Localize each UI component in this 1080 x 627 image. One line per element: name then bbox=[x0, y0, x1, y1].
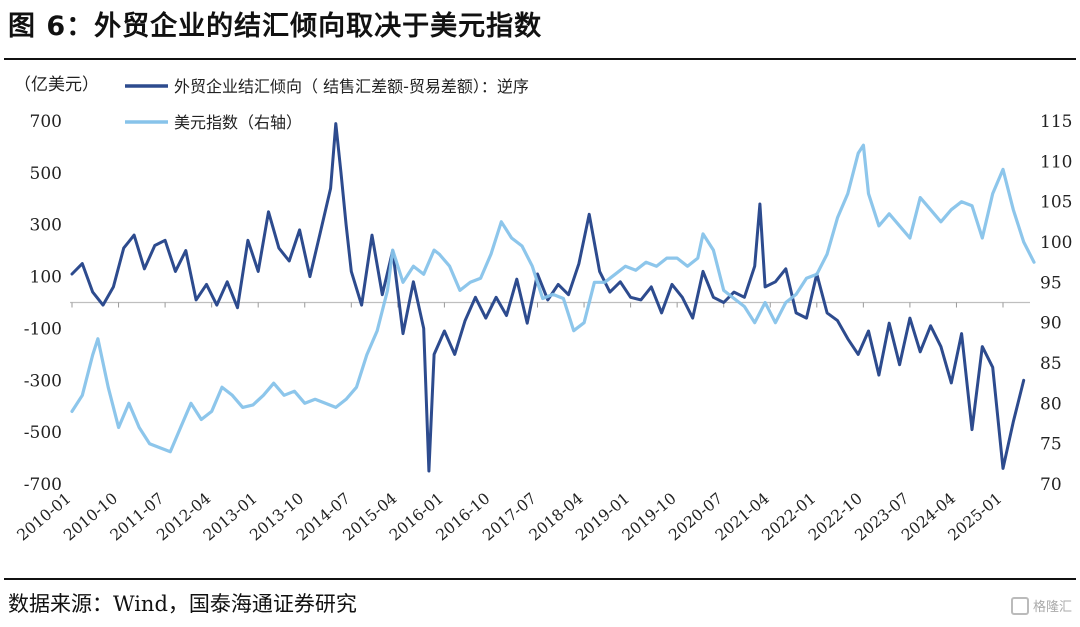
series-line-fx-settlement bbox=[70, 122, 1026, 473]
y-left-tick-label: -300 bbox=[24, 371, 62, 391]
y-right-tick-label: 95 bbox=[1040, 273, 1062, 293]
y-left-tick-label: 100 bbox=[30, 268, 62, 288]
y-left-tick-label: -500 bbox=[24, 423, 62, 443]
y-right-tick-label: 75 bbox=[1040, 435, 1062, 455]
y-left-unit-label: （亿美元） bbox=[14, 75, 99, 95]
y-right-tick-label: 105 bbox=[1040, 193, 1072, 213]
source-note: 数据来源：Wind，国泰海通证券研究 bbox=[8, 592, 357, 616]
legend-label: 美元指数（右轴） bbox=[174, 113, 302, 132]
bottom-rule bbox=[4, 578, 1076, 580]
watermark: 格隆汇 bbox=[1010, 596, 1072, 615]
chart: 700 500 300 100 -100 -300 -500 -700 （亿美元） 115 110 1… bbox=[14, 75, 1073, 544]
watermark-logo-icon bbox=[1010, 596, 1029, 615]
y-left-tick-label: -700 bbox=[24, 475, 62, 495]
y-right-tick-label: 80 bbox=[1040, 394, 1062, 414]
y-left-tick-label: 300 bbox=[30, 216, 62, 236]
figure-title: 图 6：外贸企业的结汇倾向取决于美元指数 bbox=[8, 11, 543, 42]
watermark-text: 格隆汇 bbox=[1032, 600, 1072, 615]
legend-label: 外贸企业结汇倾向（ 结售汇差额-贸易差额）：逆序 bbox=[174, 77, 529, 96]
y-right-tick-label: 110 bbox=[1040, 152, 1072, 172]
top-rule bbox=[4, 58, 1076, 60]
series-line-dollar-index bbox=[70, 143, 1036, 454]
y-left-tick-label: 700 bbox=[30, 112, 62, 132]
y-right-tick-label: 90 bbox=[1040, 314, 1062, 334]
y-right-tick-label: 115 bbox=[1040, 112, 1072, 132]
y-right-tick-label: 70 bbox=[1040, 475, 1062, 495]
y-left-tick-label: -100 bbox=[24, 319, 62, 339]
y-left-tick-label: 500 bbox=[30, 164, 62, 184]
y-right-tick-label: 100 bbox=[1040, 233, 1072, 253]
y-right-tick-label: 85 bbox=[1040, 354, 1062, 374]
